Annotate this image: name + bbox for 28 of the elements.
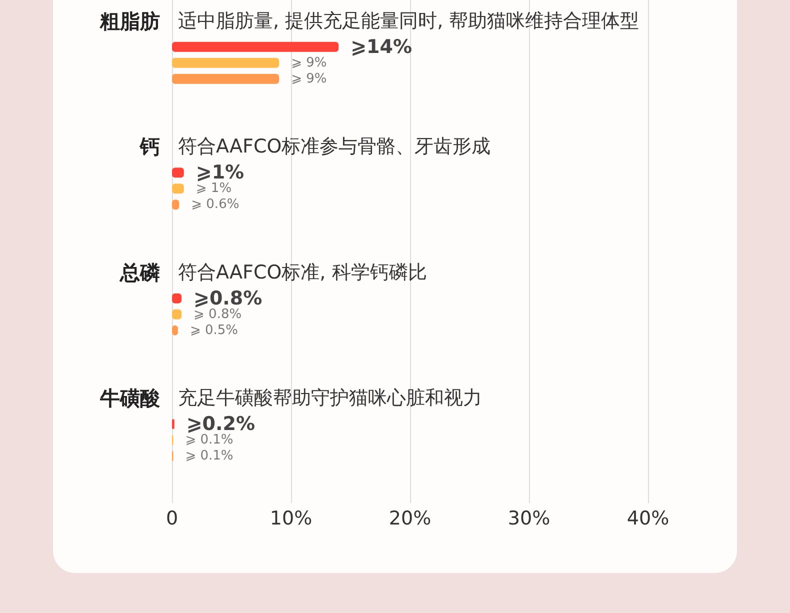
- data-label: ⩾ 9%: [291, 55, 327, 70]
- data-label: ⩾ 1%: [196, 181, 232, 196]
- annotation: 适中脂肪量, 提供充足能量同时, 帮助猫咪维持合理体型: [178, 10, 640, 32]
- data-label: ⩾ 0.8%: [194, 306, 242, 322]
- data-label: ⩾ 0.1%: [185, 432, 234, 448]
- data-label: ⩾1%: [196, 162, 244, 184]
- annotation: 充足牛磺酸帮助守护猫咪心脏和视力: [178, 387, 482, 410]
- data-label: ⩾ 0.5%: [190, 322, 238, 338]
- x-tick-label: 20%: [388, 508, 432, 530]
- data-label: ⩾0.2%: [186, 413, 256, 436]
- x-tick-label: 40%: [626, 508, 670, 530]
- annotation: 符合AAFCO标准参与骨骼、牙齿形成: [178, 136, 491, 158]
- bar: [172, 74, 280, 84]
- data-label: ⩾ 9%: [291, 71, 327, 86]
- annotation: 符合AAFCO标准, 科学钙磷比: [178, 261, 427, 284]
- x-tick-label: 10%: [270, 508, 312, 530]
- x-tick-label: 0: [166, 508, 178, 530]
- bar: [172, 42, 339, 52]
- data-label: ⩾ 0.1%: [185, 448, 234, 464]
- bar: [172, 58, 280, 68]
- y-tick-label: 牛磺酸: [99, 386, 161, 410]
- y-tick-label: 总磷: [119, 260, 161, 284]
- data-label: ⩾ 0.6%: [191, 197, 240, 212]
- x-tick-label: 30%: [508, 508, 550, 530]
- y-tick-label: 钙: [139, 134, 160, 159]
- data-label: ⩾0.8%: [194, 287, 262, 310]
- y-tick-label: 粗脂肪: [99, 8, 160, 33]
- data-label: ⩾14%: [350, 36, 412, 58]
